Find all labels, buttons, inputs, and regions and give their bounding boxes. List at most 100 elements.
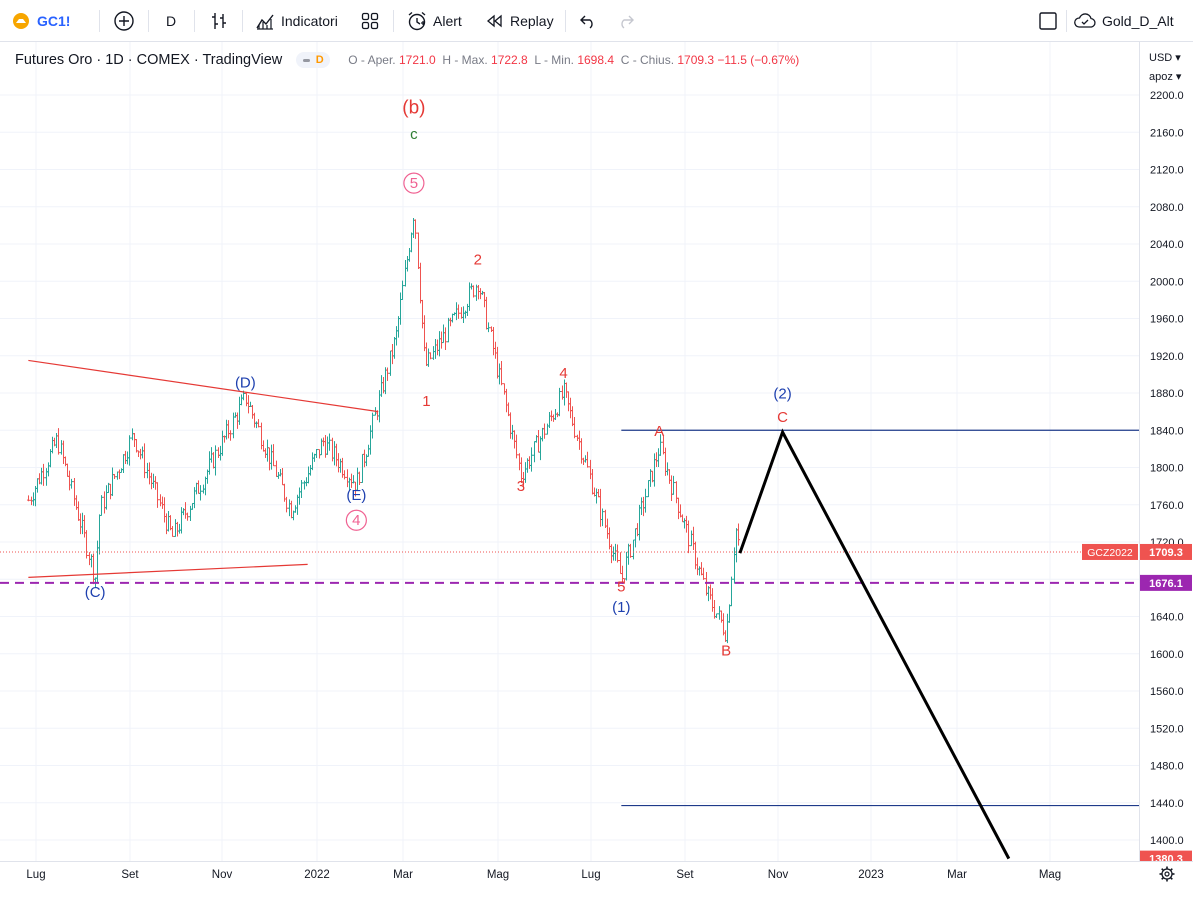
gold-icon [12, 13, 30, 29]
undo-button[interactable] [578, 7, 598, 35]
grid-layout-icon [360, 11, 380, 31]
alert-button[interactable]: Alert [406, 7, 462, 35]
replay-button[interactable]: Replay [484, 7, 554, 35]
price-tick-label: 1600.0 [1150, 649, 1184, 661]
interval-button[interactable]: D [166, 7, 176, 35]
price-tick-label: 2080.0 [1150, 202, 1184, 214]
legend-title: Futures Oro · 1D · COMEX · TradingView [15, 52, 283, 68]
wave-label: 3 [517, 478, 525, 495]
time-tick-label: Nov [212, 869, 233, 881]
ohlc-values: O - Aper. 1721.0 H - Max. 1722.8 L - Min… [348, 53, 799, 67]
chart-legend: Futures Oro · 1D · COMEX · TradingView D… [15, 52, 799, 68]
wave-label-circle [403, 172, 425, 194]
currency-selector[interactable]: USD ▾ [1149, 52, 1181, 64]
price-tick-label: 1520.0 [1150, 723, 1184, 735]
symbol-label: GC1! [37, 13, 71, 29]
high-label: H - Max. [442, 53, 488, 67]
plus-circle-icon [113, 10, 135, 32]
wave-labels: (b) c 5 (D) (E) 4 (C) 1 2 3 4 5 (1) A B (2) C [85, 98, 792, 660]
gear-tooth [1161, 876, 1165, 880]
symbol-tag: GCZ2022 [1087, 547, 1133, 559]
indicators-label: Indicatori [281, 13, 338, 29]
trendline[interactable] [28, 563, 308, 578]
separator [1066, 10, 1067, 32]
time-axis[interactable]: Lug Set Nov 2022 Mar Mag Lug Set Nov 2023 Mar Mag [0, 861, 1193, 898]
open-value: 1721.0 [398, 53, 436, 67]
price-tick-label: 1880.0 [1150, 388, 1184, 400]
price-tick-label: 2120.0 [1150, 165, 1184, 177]
scale-mode-selector[interactable]: apoz ▾ [1149, 71, 1182, 83]
time-tick-label: Lug [581, 869, 600, 881]
price-tick-label: 2160.0 [1150, 127, 1184, 139]
price-tick-label: 2200.0 [1150, 90, 1184, 102]
separator [565, 10, 566, 32]
separator [148, 10, 149, 32]
gear-tooth [1169, 868, 1173, 872]
symbol-search-button[interactable]: GC1! [12, 7, 70, 35]
wave-label: c [410, 126, 418, 143]
wave-label: C [777, 409, 788, 426]
fullscreen-button[interactable] [1038, 7, 1058, 35]
grid-lines [0, 42, 1139, 861]
time-tick-label: Nov [768, 869, 789, 881]
layout-name-label: Gold_D_Alt [1102, 13, 1174, 29]
time-tick-label: Set [121, 869, 139, 881]
price-tick-label: 1440.0 [1150, 798, 1184, 810]
price-tick-label: 2000.0 [1150, 276, 1184, 288]
price-bars [27, 217, 740, 644]
layout-save-button[interactable]: Gold_D_Alt [1073, 7, 1174, 35]
wave-label: B [721, 643, 731, 660]
time-axis-background [0, 861, 1193, 898]
separator [393, 10, 394, 32]
chart-canvas[interactable]: (b) c 5 (D) (E) 4 (C) 1 2 3 4 5 (1) A B (2) C USD ▾ apoz … [0, 42, 1193, 898]
separator [99, 10, 100, 32]
indicators-icon [255, 11, 275, 31]
gear-icon[interactable] [1159, 866, 1175, 882]
wave-label: 4 [352, 512, 360, 529]
level-price-badge-bg [1140, 574, 1192, 591]
indicators-button[interactable]: Indicatori [255, 7, 338, 35]
redo-button[interactable] [616, 7, 636, 35]
wave-label: (E) [346, 487, 366, 504]
chart-area[interactable]: (b) c 5 (D) (E) 4 (C) 1 2 3 4 5 (1) A B (2) C USD ▾ apoz … [0, 42, 1193, 898]
low-label: L - Min. [534, 53, 574, 67]
last-price-badge-bg [1140, 543, 1192, 560]
price-tick-label: 1960.0 [1150, 314, 1184, 326]
last-price-badge: 1709.3 [1149, 547, 1183, 559]
alarm-clock-icon [406, 10, 428, 32]
price-tick-label: 1760.0 [1150, 500, 1184, 512]
templates-button[interactable] [360, 7, 380, 35]
compare-add-button[interactable] [113, 7, 135, 35]
low-value: 1698.4 [577, 53, 615, 67]
price-tick-label: 1400.0 [1150, 835, 1184, 847]
wave-label: A [654, 423, 664, 440]
wave-label: 5 [617, 578, 625, 595]
price-axis[interactable]: USD ▾ apoz ▾ 2200.0 2160.0 2120.0 2080.0 2040.… [1082, 42, 1193, 898]
legend-badge[interactable]: D [296, 52, 331, 68]
top-toolbar: GC1! D Indicatori Alert R [0, 0, 1193, 42]
time-tick-label: Mar [947, 869, 967, 881]
wave-label: 4 [559, 365, 567, 382]
drawings[interactable] [0, 359, 1139, 860]
wave-label: 5 [410, 175, 418, 192]
redo-icon [616, 11, 636, 31]
gear-tooth [1169, 876, 1173, 880]
projection-path[interactable] [738, 428, 1011, 860]
legend-badge-label: D [315, 54, 324, 66]
cloud-icon [1073, 12, 1097, 30]
wave-label: 1 [422, 393, 430, 410]
trendline[interactable] [28, 359, 379, 413]
gear-tooth [1161, 868, 1165, 872]
close-value: 1709.3 [677, 53, 715, 67]
price-tick-label: 1840.0 [1150, 425, 1184, 437]
time-tick-label: Mar [393, 869, 413, 881]
undo-icon [578, 11, 598, 31]
price-tick-label: 1560.0 [1150, 686, 1184, 698]
price-tick-label: 1800.0 [1150, 463, 1184, 475]
price-tick-label: 2040.0 [1150, 239, 1184, 251]
high-value: 1722.8 [491, 53, 528, 67]
chart-type-button[interactable] [209, 7, 229, 35]
level-price-badge: 1676.1 [1149, 578, 1183, 590]
wave-label: (b) [402, 98, 425, 119]
wave-label: (2) [773, 386, 791, 403]
